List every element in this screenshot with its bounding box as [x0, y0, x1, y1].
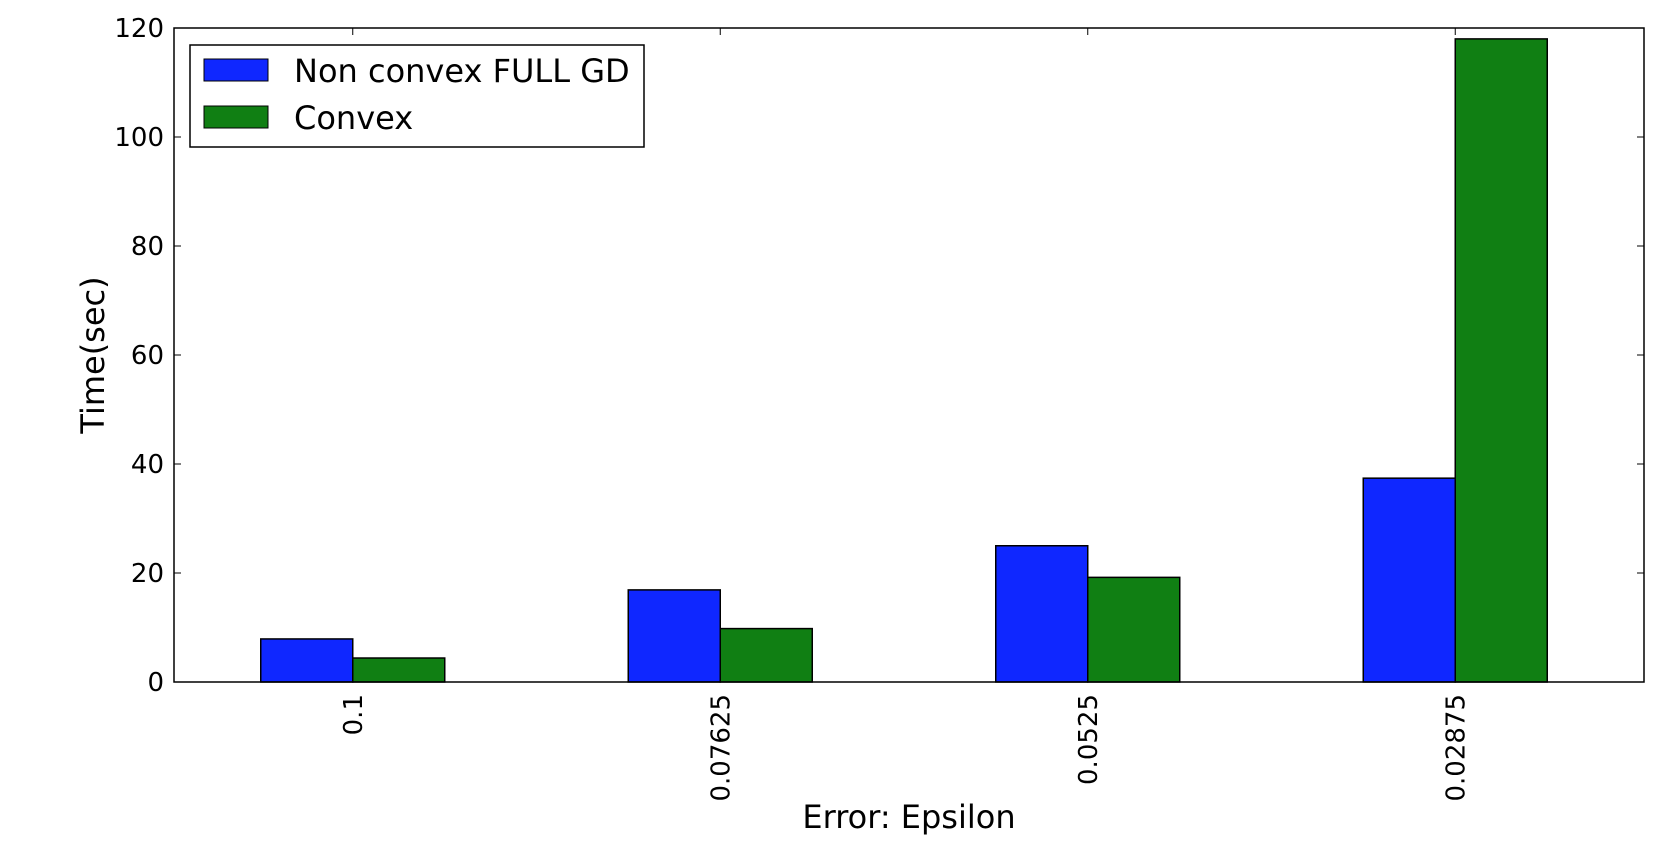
bar-convex-1 [719, 627, 813, 683]
bar-convex-3 [1454, 38, 1548, 683]
plot-frame [173, 27, 1645, 683]
x-axis-label: Error: Epsilon [802, 798, 1015, 836]
bar-non-convex-2 [995, 545, 1089, 683]
y-tick-label: 100 [114, 123, 164, 153]
legend-label-convex: Convex [294, 99, 413, 137]
legend: Non convex FULL GD Convex [189, 44, 645, 148]
y-tick-label: 20 [131, 559, 164, 589]
y-tick-label: 80 [131, 232, 164, 262]
bar-non-convex-1 [627, 589, 721, 683]
x-tick-label: 0.07625 [706, 694, 736, 802]
y-axis-label: Time(sec) [74, 276, 112, 434]
bars-layer [260, 38, 1548, 683]
x-tick-label: 0.1 [339, 694, 369, 735]
y-tick-label: 120 [114, 14, 164, 44]
x-tick-label: 0.02875 [1441, 694, 1471, 802]
y-tick-label: 60 [131, 341, 164, 371]
y-tick-label: 40 [131, 450, 164, 480]
legend-swatch-convex [203, 105, 269, 129]
x-tick-label: 0.0525 [1074, 694, 1104, 785]
legend-label-non-convex: Non convex FULL GD [294, 52, 630, 90]
bar-convex-2 [1087, 576, 1181, 683]
bar-non-convex-3 [1362, 477, 1456, 683]
bar-convex-0 [352, 657, 446, 683]
y-tick-label: 0 [147, 668, 164, 698]
legend-swatch-non-convex [203, 58, 269, 82]
tick-labels-layer: 0.1 0.07625 0.0525 0.02875 0 20 40 60 80 100 120 [114, 14, 1471, 802]
bar-non-convex-0 [260, 638, 354, 683]
